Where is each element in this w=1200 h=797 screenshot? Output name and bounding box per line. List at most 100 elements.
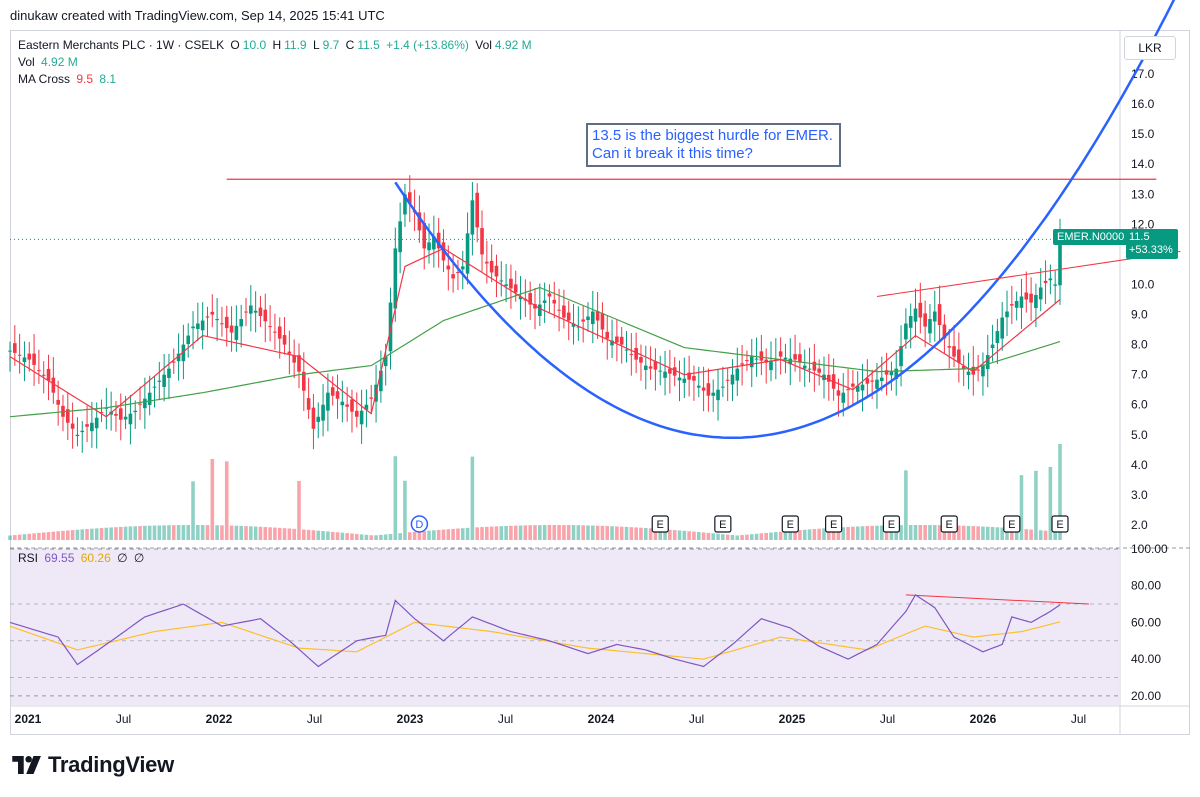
volume-bar <box>783 531 788 540</box>
legend-high-label: H <box>272 38 282 52</box>
volume-bar <box>350 533 354 540</box>
rsi-tick-label: 100.00 <box>1131 542 1168 556</box>
candle-body <box>282 335 287 345</box>
candle-body <box>1029 293 1033 303</box>
candle-body <box>340 401 345 406</box>
candle-body <box>277 326 282 339</box>
volume-bar <box>1005 527 1009 540</box>
volume-bar <box>354 533 359 540</box>
volume-bar <box>947 525 952 540</box>
legend-main: Eastern Merchants PLC · 1W · CSELK O 10.0… <box>18 38 535 52</box>
earnings-marker <box>1051 515 1069 533</box>
candle-body <box>1038 287 1043 300</box>
volume-bar <box>335 532 340 540</box>
candle-body <box>961 365 966 369</box>
volume-bar <box>51 531 56 540</box>
legend-vol-label: Vol <box>475 38 492 52</box>
volume-bar <box>302 529 306 540</box>
annotation-line-1: 13.5 is the biggest hurdle for EMER. <box>592 127 833 144</box>
volume-bar <box>94 528 99 540</box>
volume-bar <box>822 528 826 540</box>
candle-body <box>489 260 494 273</box>
volume-bar <box>253 526 258 540</box>
volume-bar <box>807 529 812 540</box>
annotation-box[interactable]: 13.5 is the biggest hurdle for EMER. Can… <box>586 123 841 167</box>
volume-bar <box>648 528 653 540</box>
legend-open-label: O <box>230 38 240 52</box>
candle-body <box>1043 280 1048 283</box>
candle-body <box>80 430 85 433</box>
volume-bar <box>407 532 412 540</box>
volume-bar <box>65 530 70 540</box>
volume-bar <box>566 525 571 540</box>
candle-body <box>947 346 952 348</box>
candle-body <box>533 304 537 309</box>
candle-body <box>123 416 128 420</box>
volume-bar <box>778 531 783 540</box>
candle-body <box>547 293 552 297</box>
candle-body <box>653 361 658 370</box>
volume-bar <box>706 532 711 540</box>
volume-bar <box>634 527 638 540</box>
volume-bar <box>446 529 451 540</box>
volume-bar <box>215 525 219 540</box>
volume-bar <box>682 530 687 540</box>
legend-volume[interactable]: Vol 4.92 M <box>18 55 81 69</box>
time-tick-label: Jul <box>689 712 704 726</box>
candle-body <box>22 357 27 363</box>
volume-bar <box>114 527 118 540</box>
chart-canvas[interactable]: 17.016.015.014.013.012.011.010.09.08.07.… <box>0 0 1200 740</box>
volume-bar <box>436 529 441 540</box>
candle-body <box>778 351 783 357</box>
candle-body <box>557 309 561 311</box>
rsi-pane-background <box>11 549 1119 705</box>
legend-ma-cross[interactable]: MA Cross 9.5 8.1 <box>18 72 119 86</box>
volume-bar <box>663 529 667 540</box>
candle-body <box>138 403 142 405</box>
volume-bar <box>918 525 923 540</box>
candle-body <box>359 410 364 425</box>
volume-bar <box>985 526 990 540</box>
volume-bar <box>1048 466 1053 540</box>
candle-body <box>354 410 359 417</box>
volume-bar <box>610 526 614 540</box>
currency-button[interactable]: LKR <box>1124 36 1176 60</box>
earnings-marker-label: E <box>1056 519 1063 531</box>
volume-bar <box>908 525 913 540</box>
volume-bar <box>831 527 836 540</box>
volume-bar <box>518 525 523 540</box>
volume-bar <box>966 525 971 540</box>
time-tick-label: 2023 <box>397 712 424 726</box>
legend-rsi[interactable]: RSI 69.55 60.26 ∅ ∅ <box>18 551 147 565</box>
volume-bar <box>1010 528 1014 540</box>
candle-body <box>85 424 89 427</box>
candle-body <box>749 356 754 368</box>
earnings-marker-label: E <box>830 519 837 531</box>
tradingview-logo[interactable]: TradingView <box>12 752 174 778</box>
candle-body <box>398 221 402 253</box>
volume-bar <box>870 525 874 540</box>
price-tag-change: +53.33% <box>1129 244 1173 256</box>
legend-rsi-ma: 60.26 <box>80 551 111 565</box>
volume-bar <box>932 525 937 540</box>
volume-bar <box>210 459 215 540</box>
candle-body <box>846 389 850 391</box>
volume-bar <box>32 533 36 540</box>
chart-frame[interactable] <box>10 30 1190 735</box>
volume-bar <box>600 525 605 540</box>
candle-body <box>976 369 980 371</box>
legend-rsi-extra-2: ∅ <box>133 551 145 565</box>
price-tick-label: 12.0 <box>1131 217 1155 231</box>
legend-symbol[interactable]: Eastern Merchants PLC · 1W · CSELK <box>18 38 225 52</box>
candle-body <box>552 299 557 304</box>
candle-body <box>855 385 860 392</box>
candle-body <box>75 434 80 437</box>
volume-bar <box>37 532 41 540</box>
volume-bar <box>802 529 807 540</box>
candle-body <box>504 284 508 287</box>
volume-bar <box>894 525 899 540</box>
candle-body <box>465 233 470 274</box>
candle-body <box>1048 278 1053 281</box>
candle-body <box>143 398 147 409</box>
volume-bar <box>769 532 773 540</box>
